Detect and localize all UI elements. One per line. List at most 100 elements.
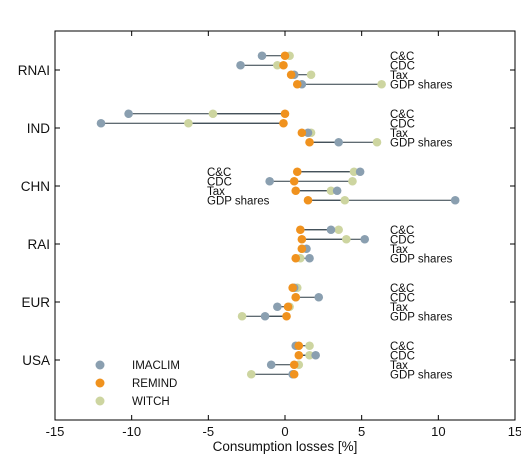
point-imaclim: [334, 137, 343, 147]
x-tick-label: -5: [203, 424, 215, 439]
region-label: RAI: [27, 237, 50, 252]
regime-label: C&C: [207, 167, 231, 179]
x-tick-label: -15: [46, 424, 65, 439]
point-imaclim: [260, 311, 270, 321]
point-remind: [292, 79, 302, 89]
point-remind: [292, 167, 302, 177]
point-witch: [377, 79, 386, 89]
regime-label: GDP shares: [390, 253, 453, 265]
region-label: IND: [27, 121, 51, 136]
point-imaclim: [314, 292, 324, 302]
point-imaclim: [326, 225, 336, 235]
point-witch: [208, 109, 218, 119]
point-witch: [237, 311, 247, 321]
point-imaclim: [332, 186, 342, 196]
x-tick-label: -10: [122, 424, 141, 439]
point-imaclim: [124, 109, 133, 119]
point-witch: [348, 176, 357, 186]
regime-label: CDC: [390, 350, 415, 362]
point-remind: [291, 253, 301, 263]
region-label: CHN: [21, 179, 50, 194]
regime-label: C&C: [390, 341, 414, 353]
regime-label: C&C: [390, 283, 414, 295]
point-witch: [334, 225, 343, 235]
legend-marker-witch: [95, 396, 105, 406]
regime-label: CDC: [390, 118, 415, 130]
point-witch: [372, 137, 382, 147]
point-remind: [296, 225, 305, 235]
point-witch: [340, 195, 350, 205]
point-imaclim: [450, 195, 460, 205]
point-remind: [289, 369, 299, 379]
legend-marker-imaclim: [95, 360, 105, 370]
point-witch: [342, 234, 351, 244]
regime-label: CDC: [390, 292, 415, 304]
regime-label: Tax: [390, 128, 408, 140]
point-imaclim: [265, 176, 274, 186]
point-remind: [297, 244, 307, 254]
point-remind: [294, 341, 304, 351]
point-imaclim: [236, 60, 245, 70]
y-axis-regions: RNAI IND CHN RAI EUR USA: [18, 63, 515, 368]
point-imaclim: [311, 350, 320, 360]
point-witch: [349, 167, 359, 177]
point-imaclim: [305, 253, 314, 263]
point-imaclim: [266, 360, 276, 370]
point-imaclim: [257, 51, 267, 61]
regime-label: CDC: [390, 60, 415, 72]
regime-label: Tax: [390, 360, 408, 372]
regime-label: GDP shares: [390, 369, 453, 381]
regime-label: CDC: [390, 234, 415, 246]
point-remind: [291, 292, 301, 302]
region-label: RNAI: [18, 63, 50, 78]
point-imaclim: [303, 128, 313, 138]
regime-label: GDP shares: [390, 137, 453, 149]
point-witch: [306, 70, 316, 80]
regime-label: C&C: [390, 51, 414, 63]
point-remind: [279, 60, 288, 70]
x-axis-label: Consumption losses [%]: [213, 439, 358, 454]
point-witch: [305, 341, 314, 351]
point-remind: [291, 186, 301, 196]
point-witch: [184, 118, 193, 128]
point-remind: [279, 118, 288, 128]
region-label: USA: [22, 353, 50, 368]
x-tick-label: 10: [431, 424, 445, 439]
point-imaclim: [273, 302, 282, 312]
point-remind: [289, 360, 299, 370]
point-witch: [326, 186, 336, 196]
x-tick-label: 0: [281, 424, 288, 439]
regime-label: Tax: [390, 244, 408, 256]
legend-label-witch: WITCH: [132, 396, 170, 408]
legend-label-imaclim: IMACLIM: [132, 360, 180, 372]
point-remind: [303, 195, 313, 205]
point-remind: [305, 137, 314, 147]
legend: IMACLIM REMIND WITCH: [95, 360, 180, 408]
point-remind: [283, 302, 293, 312]
point-remind: [297, 128, 307, 138]
regime-label: Tax: [390, 70, 408, 82]
point-witch: [305, 350, 314, 360]
point-remind: [280, 109, 290, 119]
point-witch: [246, 369, 256, 379]
point-remind: [289, 176, 299, 186]
point-remind: [297, 234, 307, 244]
x-axis: -15 -10 -5 0 5 10 15: [46, 31, 521, 439]
regime-label: GDP shares: [390, 311, 453, 323]
regime-label: GDP shares: [390, 79, 453, 91]
regime-label: Tax: [207, 186, 225, 198]
point-remind: [282, 311, 291, 321]
regime-label: C&C: [390, 225, 414, 237]
region-label: EUR: [21, 295, 50, 310]
point-remind: [294, 350, 304, 360]
legend-label-remind: REMIND: [132, 378, 177, 390]
point-imaclim: [355, 167, 365, 177]
regime-label: GDP shares: [207, 195, 270, 207]
regime-label: C&C: [390, 109, 414, 121]
point-remind: [280, 51, 290, 61]
point-witch: [273, 60, 282, 70]
point-remind: [286, 70, 296, 80]
legend-marker-remind: [95, 378, 105, 388]
